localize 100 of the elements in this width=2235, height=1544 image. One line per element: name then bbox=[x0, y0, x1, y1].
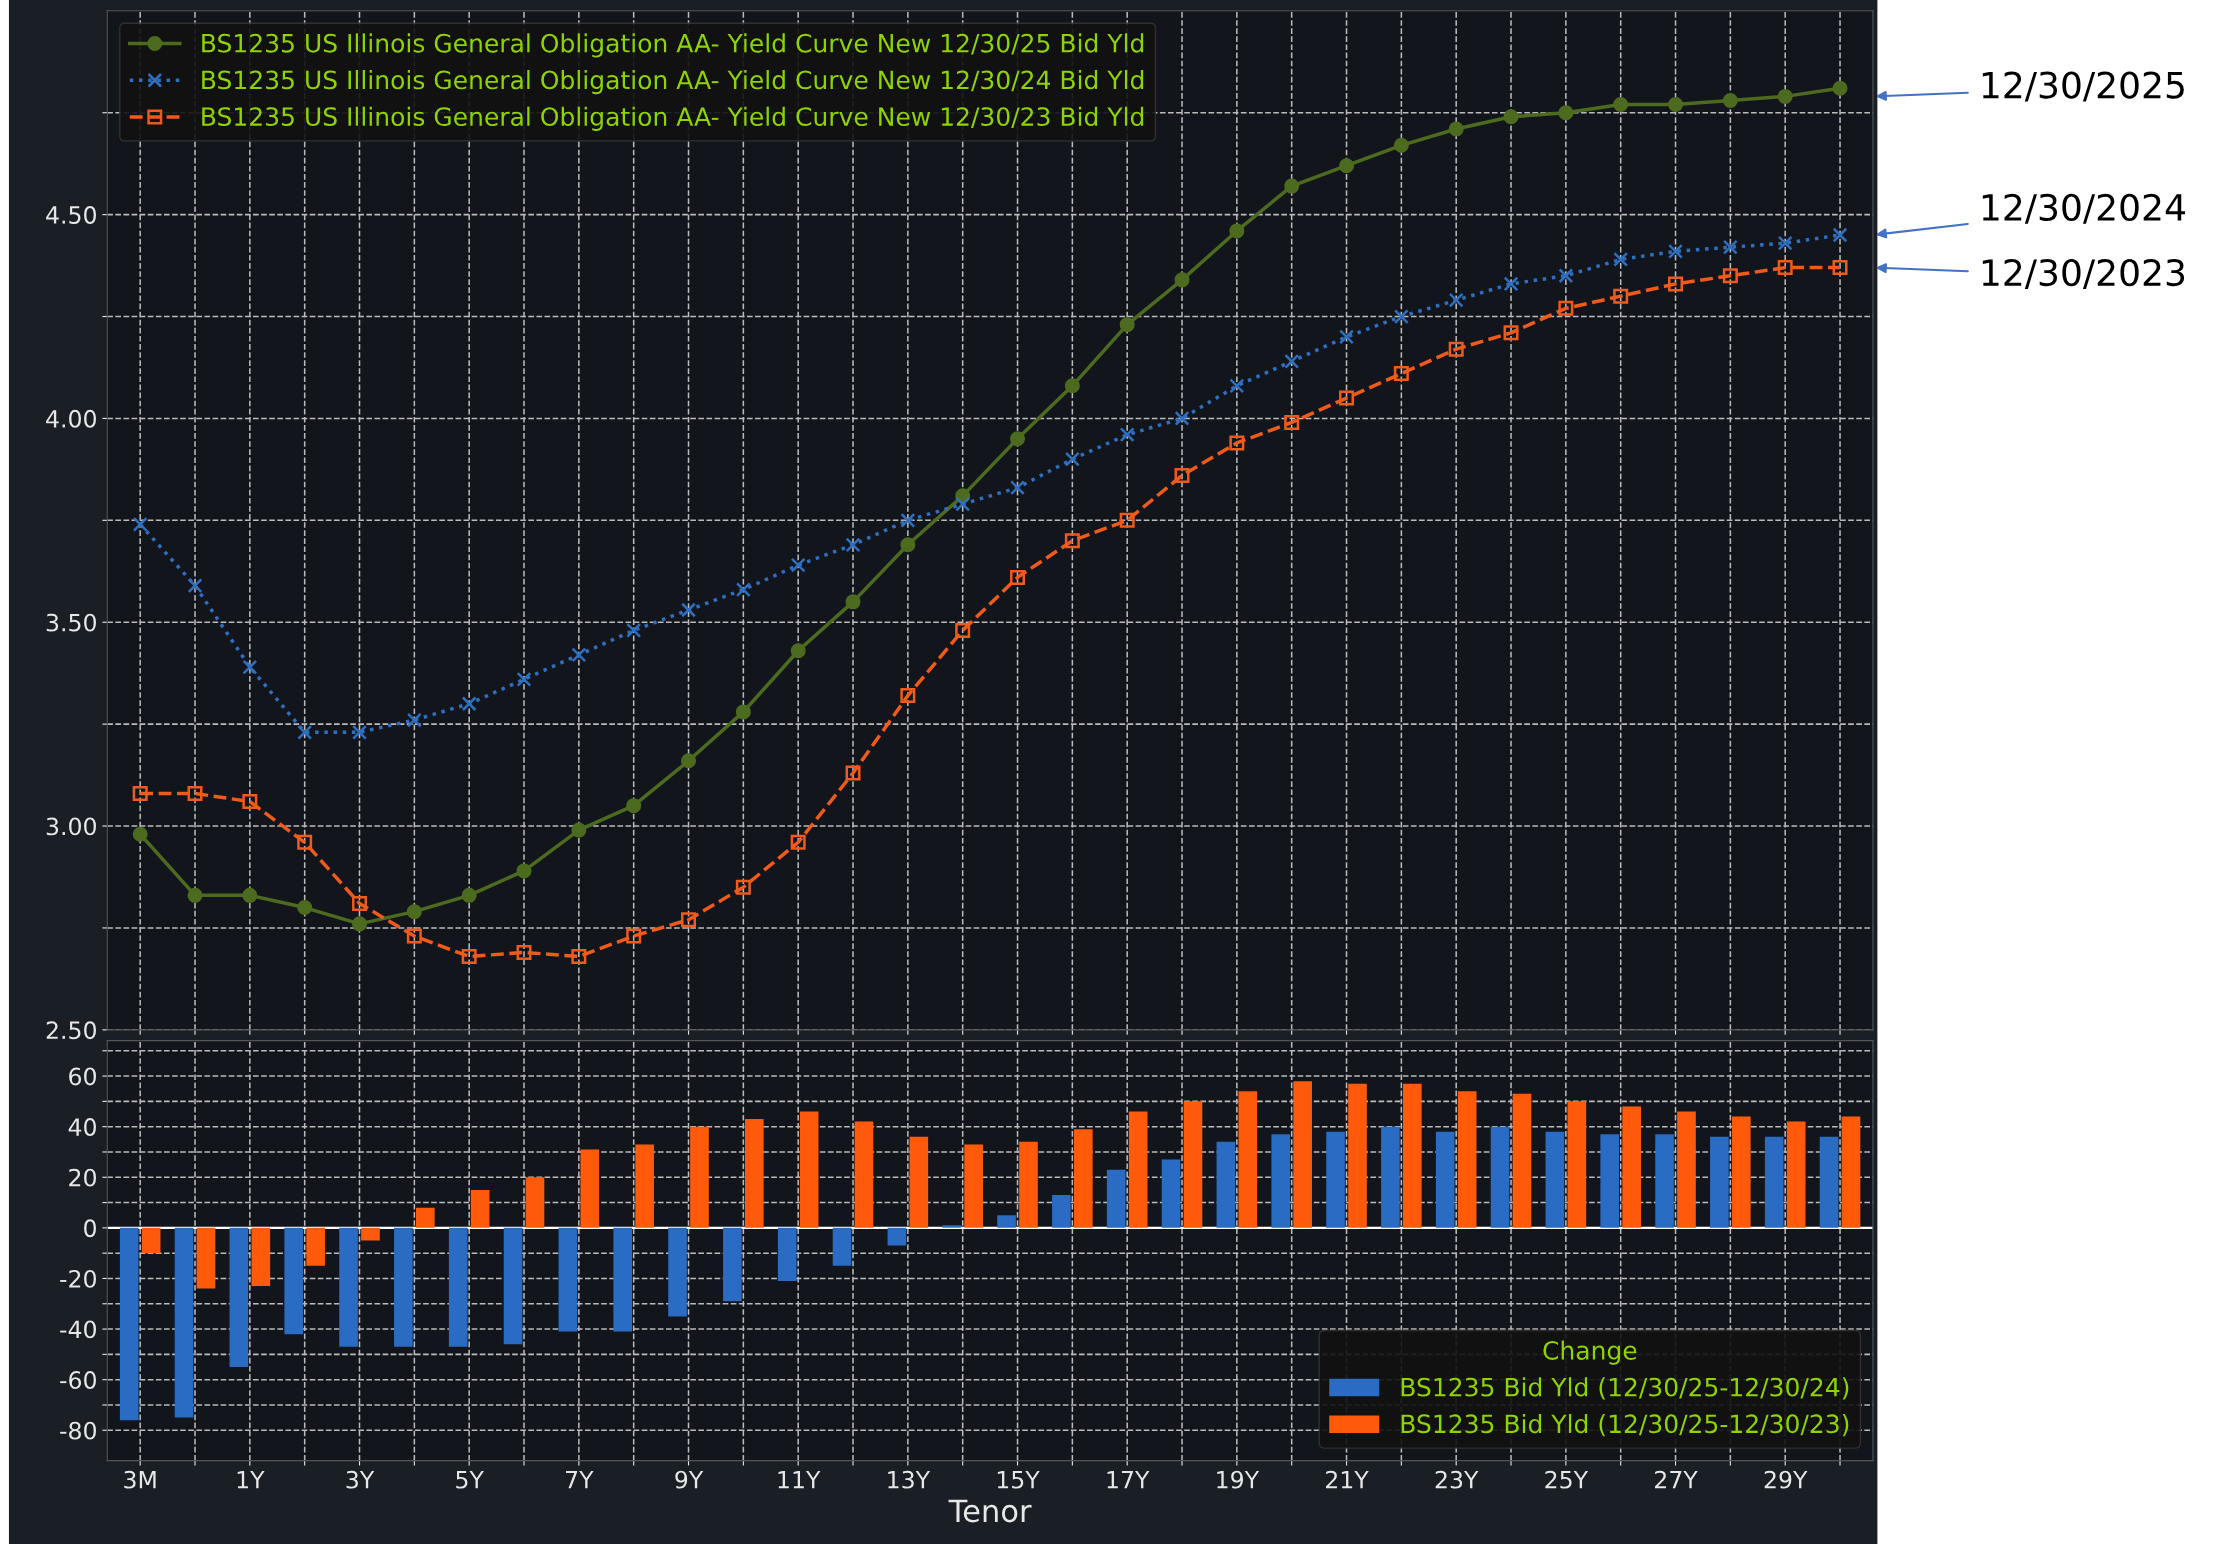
bar bbox=[668, 1227, 687, 1317]
bar bbox=[448, 1227, 468, 1347]
bar bbox=[174, 1227, 194, 1418]
point bbox=[1174, 272, 1190, 288]
bar bbox=[1106, 1169, 1126, 1228]
point bbox=[735, 879, 751, 895]
point bbox=[1448, 341, 1464, 357]
legend-label: BS1235 Bid Yld (12/30/25-12/30/23) bbox=[1401, 1413, 1849, 1437]
bar bbox=[470, 1189, 490, 1228]
text: 12/30/2024 bbox=[1982, 193, 2185, 224]
point bbox=[1613, 288, 1629, 304]
point bbox=[1668, 243, 1684, 259]
point bbox=[352, 916, 368, 932]
point bbox=[1832, 227, 1848, 243]
point bbox=[1229, 435, 1245, 451]
x-tick-label: 13Y bbox=[888, 1470, 931, 1489]
bar bbox=[306, 1227, 325, 1266]
point bbox=[681, 602, 697, 618]
x-tick-label: 23Y bbox=[1435, 1470, 1479, 1489]
bar bbox=[503, 1227, 523, 1345]
bar bbox=[1052, 1194, 1071, 1228]
point bbox=[1558, 268, 1574, 284]
point bbox=[1448, 292, 1464, 308]
x-tick-label: 3Y bbox=[346, 1470, 375, 1489]
point bbox=[1393, 309, 1409, 325]
point bbox=[1119, 427, 1135, 443]
bar bbox=[887, 1227, 907, 1246]
point bbox=[1064, 533, 1080, 549]
point bbox=[845, 765, 861, 781]
point bbox=[1284, 415, 1300, 430]
y-tick-label: 60 bbox=[69, 1067, 96, 1086]
point bbox=[187, 785, 203, 801]
bar bbox=[141, 1227, 161, 1254]
point bbox=[571, 948, 587, 964]
bar bbox=[832, 1227, 852, 1266]
point bbox=[1722, 92, 1738, 108]
point bbox=[790, 834, 806, 850]
point bbox=[1668, 276, 1684, 292]
bar bbox=[1183, 1101, 1203, 1228]
bar bbox=[1435, 1131, 1455, 1228]
bar bbox=[525, 1177, 545, 1228]
y-tick-label: -80 bbox=[60, 1421, 96, 1440]
bar bbox=[635, 1144, 654, 1228]
point bbox=[297, 724, 313, 740]
bar bbox=[799, 1111, 819, 1228]
point bbox=[1284, 178, 1300, 194]
bar bbox=[1710, 1136, 1729, 1228]
point bbox=[1010, 569, 1026, 585]
point bbox=[681, 912, 697, 928]
bar bbox=[1545, 1131, 1565, 1228]
point bbox=[516, 863, 532, 879]
bar bbox=[613, 1227, 633, 1332]
bar bbox=[1819, 1136, 1839, 1228]
text: 12/30/2023 bbox=[1982, 258, 2185, 290]
bar bbox=[1271, 1134, 1291, 1228]
bar bbox=[251, 1227, 271, 1287]
bar bbox=[558, 1227, 578, 1332]
point bbox=[900, 688, 916, 704]
point bbox=[735, 704, 751, 720]
point bbox=[297, 900, 313, 916]
y-tick-label: -40 bbox=[60, 1320, 96, 1339]
bar bbox=[1326, 1131, 1345, 1228]
x-tick-label: 11Y bbox=[778, 1471, 821, 1489]
bar bbox=[119, 1227, 139, 1421]
x-tick-label: 5Y bbox=[456, 1471, 484, 1489]
y-tick-label: 4.50 bbox=[46, 206, 96, 224]
bar bbox=[196, 1227, 216, 1289]
y-tick-label: 3.50 bbox=[46, 613, 96, 632]
point bbox=[1777, 235, 1793, 251]
point bbox=[132, 785, 148, 801]
bar bbox=[745, 1119, 764, 1228]
point bbox=[681, 753, 697, 769]
bar bbox=[1512, 1093, 1532, 1228]
x-tick-label: 27Y bbox=[1655, 1470, 1698, 1489]
bar bbox=[1622, 1106, 1641, 1228]
point bbox=[1229, 223, 1245, 239]
bar bbox=[229, 1227, 249, 1368]
y-tick-label: 2.50 bbox=[46, 1021, 96, 1040]
point bbox=[900, 512, 916, 528]
bar bbox=[690, 1126, 709, 1228]
bar bbox=[394, 1227, 413, 1347]
x-tick-label: 3M bbox=[124, 1470, 156, 1489]
legend-label: BS1235 Bid Yld (12/30/25-12/30/24) bbox=[1401, 1377, 1849, 1400]
bar bbox=[1161, 1159, 1181, 1228]
bar bbox=[339, 1227, 358, 1347]
point bbox=[461, 696, 477, 712]
bar bbox=[854, 1121, 874, 1228]
point bbox=[406, 904, 422, 920]
bar bbox=[1655, 1134, 1674, 1228]
point bbox=[406, 928, 422, 944]
point bbox=[1503, 325, 1519, 341]
bar bbox=[1238, 1091, 1258, 1228]
bar bbox=[1381, 1126, 1400, 1228]
point bbox=[1832, 260, 1848, 276]
point bbox=[352, 724, 368, 740]
point bbox=[1558, 105, 1574, 121]
point bbox=[1448, 121, 1464, 137]
point bbox=[132, 516, 148, 532]
point bbox=[845, 594, 861, 610]
point bbox=[1393, 366, 1409, 382]
